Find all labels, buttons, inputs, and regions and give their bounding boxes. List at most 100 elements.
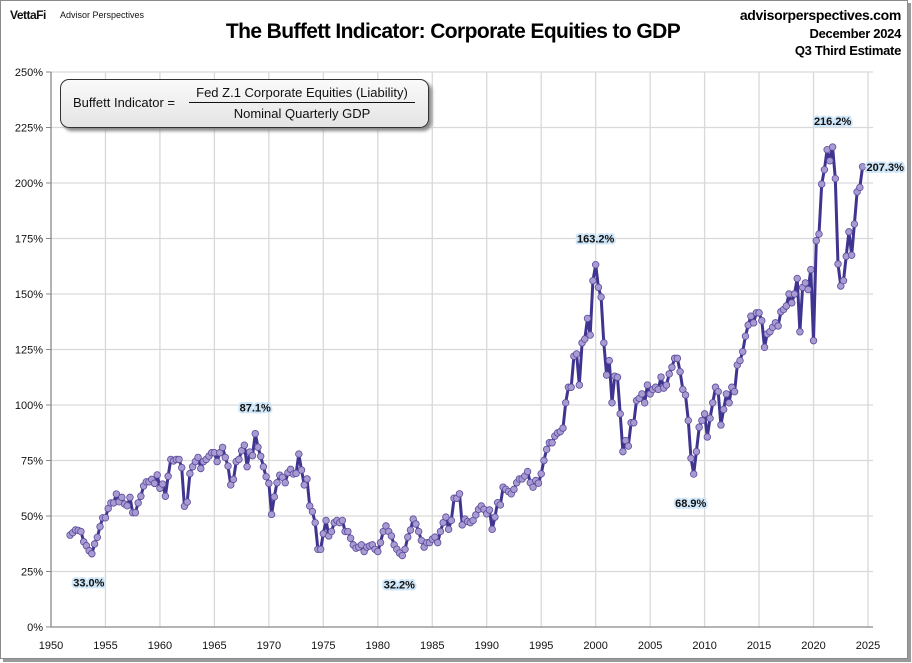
estimate-label: Q3 Third Estimate xyxy=(794,43,901,58)
data-point xyxy=(447,516,456,525)
data-point xyxy=(788,299,796,307)
data-point xyxy=(322,516,330,525)
site-name: advisorperspectives.com xyxy=(739,7,901,23)
tick-labels: 0% 25% 50% 75% 100% 125% 150% 175% 200% 225% 250% 1… xyxy=(15,67,880,652)
data-point xyxy=(77,527,85,536)
data-point xyxy=(858,163,867,171)
data-point xyxy=(346,534,355,542)
data-point xyxy=(270,493,279,501)
data-point xyxy=(839,276,848,285)
data-point xyxy=(801,279,810,287)
x-tick-label: 2010 xyxy=(692,640,716,652)
data-point xyxy=(608,399,616,407)
data-point xyxy=(807,265,815,274)
data-point xyxy=(758,316,766,325)
data-point xyxy=(243,463,251,471)
x-tick-label: 1950 xyxy=(39,640,63,652)
data-point xyxy=(178,463,186,472)
data-point xyxy=(730,387,739,396)
data-point xyxy=(722,390,731,398)
x-tick-label: 1965 xyxy=(202,640,226,652)
y-tick-label: 75% xyxy=(21,456,43,468)
data-point xyxy=(739,348,747,356)
data-point xyxy=(308,507,317,516)
chart-title: The Buffett Indicator: Corporate Equitie… xyxy=(225,20,681,43)
report-date: December 2024 xyxy=(809,26,902,41)
data-point xyxy=(164,472,172,480)
data-point xyxy=(186,469,194,478)
data-point xyxy=(657,373,665,381)
data-point xyxy=(575,381,584,389)
data-point xyxy=(137,492,145,500)
data-point xyxy=(131,508,140,517)
data-point xyxy=(690,470,698,478)
data-point xyxy=(194,453,202,462)
data-point xyxy=(251,429,259,438)
data-point xyxy=(804,285,812,294)
data-point xyxy=(248,451,257,460)
data-point xyxy=(567,383,575,391)
data-point xyxy=(327,527,336,536)
data-point xyxy=(218,443,227,452)
formula-numerator: Fed Z.1 Corporate Equities (Liability) xyxy=(196,85,408,100)
data-point xyxy=(782,302,790,310)
formula-box: Buffett Indicator = Fed Z.1 Corporate Eq… xyxy=(60,79,429,128)
data-point xyxy=(698,416,706,425)
y-tick-label: 200% xyxy=(15,178,43,190)
data-point xyxy=(523,467,532,476)
data-point xyxy=(586,331,594,339)
data-point xyxy=(834,260,842,268)
data-point xyxy=(183,498,191,506)
data-point xyxy=(412,520,420,528)
data-point xyxy=(703,433,712,441)
data-point xyxy=(273,479,281,487)
data-point xyxy=(548,439,556,447)
data-point xyxy=(790,290,799,298)
data-point xyxy=(820,165,829,174)
x-tick-label: 2025 xyxy=(856,640,880,652)
annotation-label: 163.2% xyxy=(577,234,615,246)
data-point xyxy=(847,251,856,259)
data-point xyxy=(434,538,442,547)
logo-subtitle: Advisor Perspectives xyxy=(60,10,145,20)
data-point xyxy=(262,473,270,481)
data-point xyxy=(88,550,96,558)
data-point xyxy=(613,373,622,381)
data-point xyxy=(815,230,823,238)
data-point xyxy=(638,390,646,398)
x-tick-label: 1985 xyxy=(420,640,444,652)
data-point xyxy=(562,399,570,407)
data-point xyxy=(774,322,782,330)
annotation-label: 87.1% xyxy=(240,403,271,415)
y-tick-label: 225% xyxy=(15,123,43,135)
x-tick-label: 1970 xyxy=(257,640,281,652)
data-point xyxy=(714,387,722,396)
data-point xyxy=(344,527,352,536)
data-point xyxy=(812,237,820,245)
fraction-bar xyxy=(189,102,415,103)
data-point xyxy=(700,410,709,418)
data-point xyxy=(112,490,121,498)
data-point xyxy=(630,419,638,427)
data-point xyxy=(583,314,592,323)
data-point xyxy=(818,180,826,188)
data-point xyxy=(510,485,518,494)
data-point xyxy=(624,442,633,450)
data-point xyxy=(404,533,412,541)
x-tick-label: 2015 xyxy=(747,640,771,652)
data-point xyxy=(597,293,605,301)
data-point xyxy=(259,463,268,471)
data-point xyxy=(534,479,543,487)
data-point xyxy=(150,479,159,488)
data-point xyxy=(831,174,840,183)
data-point xyxy=(749,319,758,327)
data-point xyxy=(300,481,308,489)
data-point xyxy=(755,309,763,317)
data-point xyxy=(374,547,382,556)
annotation-label: 216.2% xyxy=(814,116,852,128)
data-point xyxy=(101,514,110,522)
data-point xyxy=(406,526,415,534)
data-point xyxy=(760,343,769,351)
data-point xyxy=(496,501,505,509)
data-point xyxy=(673,354,682,363)
